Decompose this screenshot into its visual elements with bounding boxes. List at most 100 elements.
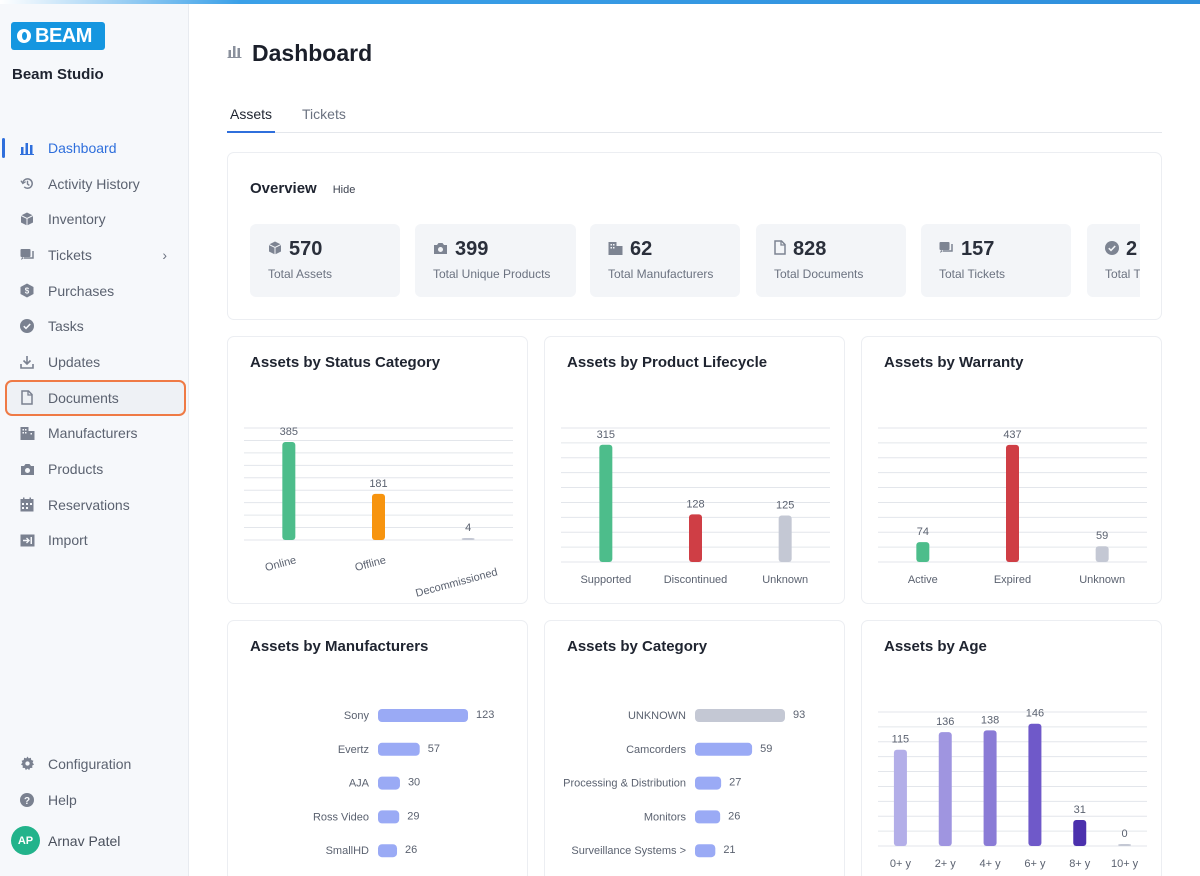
chart-card-manufacturers: Assets by Manufacturers Sony 123 Evertz 57 A…: [227, 620, 528, 876]
sidebar-item-manufacturers[interactable]: Manufacturers: [0, 416, 189, 452]
sidebar-item-configuration[interactable]: Configuration: [0, 746, 189, 782]
tab-tickets[interactable]: Tickets: [302, 106, 346, 122]
data-label-ross-video: 29: [407, 810, 419, 822]
sidebar-item-updates[interactable]: Updates: [0, 344, 189, 380]
stat-label: Total Tickets: [939, 267, 1006, 281]
bar-expired: [1006, 444, 1019, 562]
box-icon: [19, 211, 35, 227]
data-label-surveillance-systems: 21: [723, 844, 735, 856]
tick-label-offline: Offline: [354, 554, 388, 574]
data-label-monitors: 26: [728, 810, 740, 822]
stat-total-assets[interactable]: 570 Total Assets: [250, 224, 400, 297]
bar-0-y: [893, 749, 907, 846]
tick-label-monitors: Monitors: [644, 811, 687, 823]
chart-card-status-category: Assets by Status Category 385 Online 181 Of…: [227, 336, 528, 604]
page-header: Dashboard: [227, 40, 372, 67]
category-chart: UNKNOWN 93 Camcorders 59 Processing & Distri…: [563, 709, 805, 858]
sidebar-item-purchases[interactable]: $ Purchases: [0, 273, 189, 309]
data-label-aja: 30: [408, 777, 420, 789]
data-label-unknown: 93: [793, 709, 805, 721]
tab-assets[interactable]: Assets: [227, 104, 276, 133]
tick-label-4-y: 4+ y: [980, 858, 1002, 870]
stat-value: 157: [961, 238, 995, 260]
sidebar-item-reservations[interactable]: Reservations: [0, 487, 189, 523]
stat-total-tasks[interactable]: 2 Total T: [1087, 224, 1140, 297]
chevron-right-icon[interactable]: ›: [162, 246, 167, 263]
ticket-icon: [19, 247, 35, 263]
sidebar-item-import[interactable]: Import: [0, 523, 189, 559]
product-lifecycle-chart: 315 Supported 128 Discontinued 125 Unknown: [561, 427, 830, 586]
camera-icon: [19, 461, 35, 477]
sidebar-item-label: Inventory: [48, 211, 106, 228]
user-profile[interactable]: AP Arnav Patel: [11, 826, 120, 855]
bar-unknown: [695, 709, 785, 722]
chart-title: Assets by Product Lifecycle: [567, 354, 768, 371]
data-label-6-y: 146: [1026, 708, 1044, 720]
sidebar-item-label: Purchases: [48, 282, 115, 299]
sidebar-item-dashboard[interactable]: Dashboard: [0, 130, 189, 166]
tick-label-unknown: Unknown: [1079, 574, 1125, 586]
import-icon: [19, 532, 35, 548]
bar-8-y: [1073, 820, 1087, 846]
sidebar-item-activity-history[interactable]: Activity History: [0, 166, 189, 202]
stat-label: Total Unique Products: [433, 267, 551, 281]
history-icon: [19, 176, 35, 192]
sidebar-item-label: Activity History: [48, 175, 140, 192]
data-label-supported: 315: [597, 429, 615, 441]
sidebar: BEAM Beam Studio Dashboard Activity Hist…: [0, 4, 189, 876]
data-label-decommissioned: 4: [465, 522, 471, 534]
sidebar-item-help[interactable]: ? Help: [0, 782, 189, 818]
sidebar-item-label: Manufacturers: [48, 425, 138, 442]
bar-processing-distribution: [695, 776, 722, 790]
sidebar-item-label: Products: [48, 461, 104, 478]
warranty-chart: 74 Active 437 Expired 59 Unknown: [878, 427, 1147, 586]
data-label-camcorders: 59: [760, 743, 772, 755]
stat-value: 828: [793, 238, 827, 260]
sidebar-item-label: Reservations: [48, 496, 130, 513]
stat-value: 62: [630, 238, 653, 260]
tick-label-0-y: 0+ y: [890, 858, 912, 870]
data-label-8-y: 31: [1074, 804, 1086, 816]
stat-label: Total Documents: [774, 267, 864, 281]
data-label-smallhd: 26: [405, 844, 417, 856]
stat-total-documents[interactable]: 828 Total Documents: [756, 224, 906, 297]
sidebar-item-inventory[interactable]: Inventory: [0, 201, 189, 237]
bar-decommissioned: [461, 538, 475, 540]
bar-discontinued: [689, 514, 702, 562]
data-label-discontinued: 128: [686, 498, 704, 510]
overview-title: Overview: [250, 180, 317, 197]
stat-total-tickets[interactable]: 157 Total Tickets: [921, 224, 1071, 297]
sidebar-item-label: Tasks: [48, 318, 84, 335]
beam-logo[interactable]: BEAM: [11, 22, 105, 50]
data-label-offline: 181: [369, 478, 387, 490]
stat-label: Total Assets: [268, 267, 333, 281]
studio-name[interactable]: Beam Studio: [12, 66, 104, 83]
sidebar-item-tickets[interactable]: Tickets ›: [0, 237, 189, 273]
sidebar-item-label: Documents: [48, 389, 119, 406]
page-title: Dashboard: [252, 40, 373, 66]
data-label-10-y: 0: [1122, 828, 1128, 840]
logo-mark-icon: [17, 29, 31, 43]
tick-label-discontinued: Discontinued: [664, 574, 728, 586]
tick-label-supported: Supported: [580, 574, 631, 586]
data-label-2-y: 136: [936, 716, 954, 728]
data-label-evertz: 57: [428, 743, 440, 755]
check-circle-icon: [1105, 238, 1119, 261]
age-chart: 115 0+ y 136 2+ y 138 4+ y 146 6+ y 31 8+ y 0 10+ y: [878, 708, 1147, 870]
hide-overview-button[interactable]: Hide: [332, 184, 356, 196]
sidebar-item-tasks[interactable]: Tasks: [0, 308, 189, 344]
tick-label-ross-video: Ross Video: [313, 811, 369, 823]
sidebar-item-products[interactable]: Products: [0, 451, 189, 487]
sidebar-item-label: Import: [48, 532, 88, 549]
chart-title: Assets by Category: [567, 638, 708, 655]
tick-label-2-y: 2+ y: [935, 858, 957, 870]
stat-value: 2: [1126, 238, 1138, 260]
bar-2-y: [938, 732, 952, 846]
stat-total-unique-products[interactable]: 399 Total Unique Products: [415, 224, 576, 297]
stat-total-manufacturers[interactable]: 62 Total Manufacturers: [590, 224, 740, 297]
sidebar-item-documents[interactable]: Documents: [5, 379, 186, 416]
bar-unknown: [778, 515, 792, 562]
bar-surveillance-systems: [695, 844, 716, 858]
bar-offline: [372, 493, 385, 540]
tick-label-aja: AJA: [349, 778, 370, 790]
